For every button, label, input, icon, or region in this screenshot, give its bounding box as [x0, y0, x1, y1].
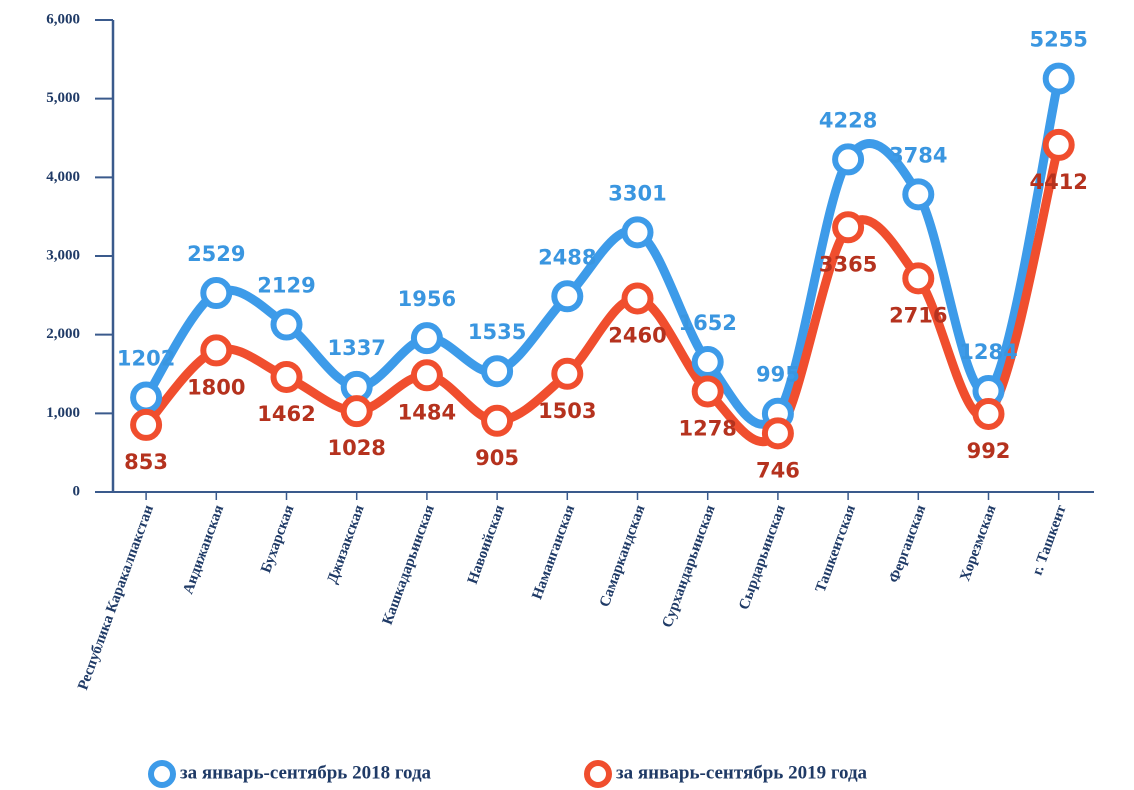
point [621, 282, 654, 315]
x-tick-label: Джизакская [324, 503, 367, 586]
data-label: 3365 [819, 252, 877, 276]
data-label: 2529 [187, 242, 245, 266]
data-label: 1956 [398, 287, 456, 311]
x-tick-label: Самаркандская [597, 503, 649, 609]
data-label: 4412 [1029, 170, 1087, 194]
data-label: 1503 [538, 399, 596, 423]
point [691, 346, 724, 379]
point [551, 280, 584, 313]
x-tick-label: Наманганская [529, 503, 578, 602]
point [691, 375, 724, 408]
data-label: 4228 [819, 108, 877, 132]
x-tick-label: Сурхандарьинская [660, 503, 719, 630]
x-tick-label: Ферганская [886, 503, 929, 585]
x-tick-label: Республика Каракалпакстан [75, 503, 157, 693]
x-tick-label: Ташкентская [813, 503, 859, 595]
data-label: 3301 [608, 181, 666, 205]
data-label: 992 [967, 439, 1011, 463]
legend-label: за январь-сентябрь 2019 года [616, 762, 868, 783]
point [1042, 128, 1075, 161]
data-label: 1535 [468, 320, 526, 344]
point [410, 359, 443, 392]
data-label: 1462 [257, 402, 315, 426]
data-label: 3784 [889, 143, 947, 167]
data-label: 5255 [1029, 28, 1087, 52]
point [832, 143, 865, 176]
y-tick-label: 1,000 [46, 405, 80, 421]
point [972, 397, 1005, 430]
data-label: 853 [124, 450, 168, 474]
data-label: 746 [756, 458, 800, 482]
data-label: 1202 [117, 346, 175, 370]
data-label: 1284 [959, 340, 1017, 364]
x-tick-label: Бухарская [258, 503, 297, 575]
data-label: 2488 [538, 245, 596, 269]
point [130, 381, 163, 414]
y-tick-label: 6,000 [46, 11, 80, 27]
point [481, 355, 514, 388]
point [481, 404, 514, 437]
point [621, 216, 654, 249]
y-tick-label: 4,000 [46, 169, 80, 185]
data-label: 1800 [187, 375, 245, 399]
point [551, 357, 584, 390]
point [130, 408, 163, 441]
point [410, 322, 443, 355]
data-label: 1652 [678, 311, 736, 335]
y-tick-label: 5,000 [46, 90, 80, 106]
data-label: 1484 [398, 400, 456, 424]
point [200, 277, 233, 310]
x-tick-label: Навоийская [465, 503, 508, 586]
point [270, 308, 303, 341]
data-label: 1337 [327, 336, 385, 360]
x-tick-label: г. Ташкент [1030, 502, 1070, 577]
y-tick-label: 0 [73, 483, 81, 499]
x-tick-label: Сырдарьинская [736, 503, 789, 612]
point [761, 417, 794, 450]
legend-marker [584, 760, 612, 788]
data-label: 1028 [327, 436, 385, 460]
point [902, 178, 935, 211]
x-tick-label: Андижанская [180, 503, 227, 596]
x-tick-label: Кашкадарьинская [380, 503, 438, 627]
y-tick-label: 2,000 [46, 326, 80, 342]
data-label: 2129 [257, 274, 315, 298]
point [902, 262, 935, 295]
data-label: 995 [756, 363, 800, 387]
point [832, 211, 865, 244]
legend-label: за январь-сентябрь 2018 года [180, 762, 432, 783]
point [340, 395, 373, 428]
legend-marker [148, 760, 176, 788]
data-label: 2460 [608, 323, 666, 347]
series-line [142, 77, 1064, 429]
y-tick-label: 3,000 [46, 247, 80, 263]
x-tick-label: Хорезмская [957, 503, 999, 583]
point [1042, 62, 1075, 95]
data-label: 2716 [889, 303, 947, 327]
point [270, 360, 303, 393]
data-label: 905 [475, 446, 519, 470]
series-line [142, 143, 1064, 446]
point [200, 334, 233, 367]
data-label: 1278 [678, 416, 736, 440]
